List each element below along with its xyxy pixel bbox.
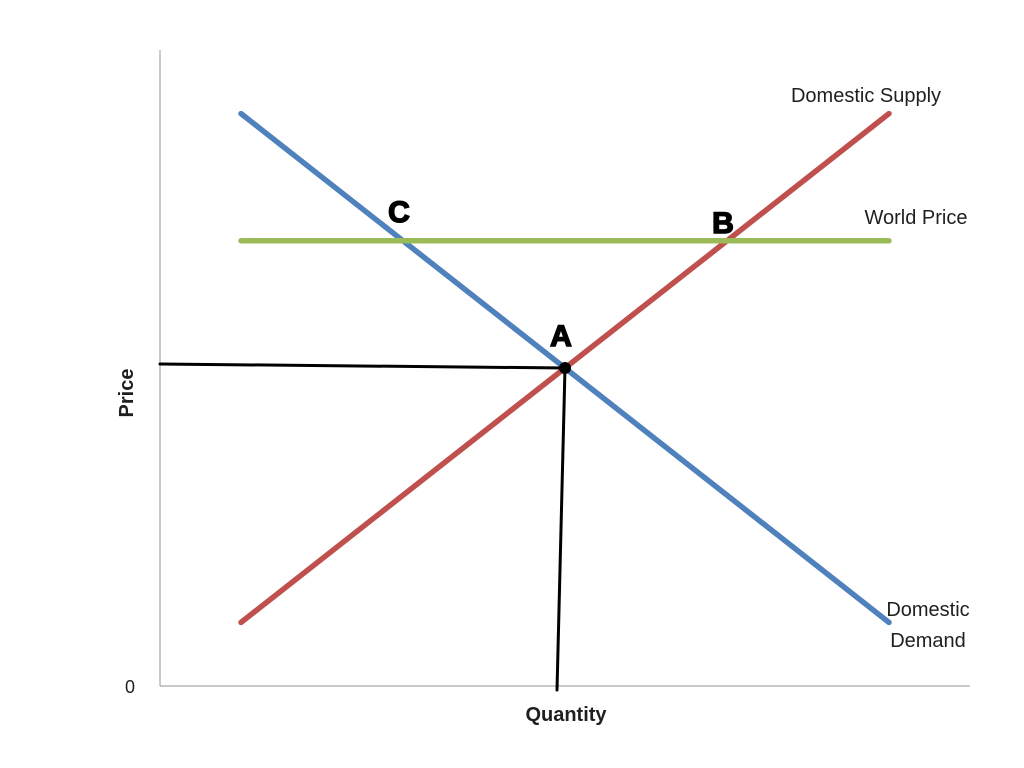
point-label-c: C xyxy=(388,196,410,229)
series-label-domestic-demand-line-1: Domestic xyxy=(886,599,969,621)
series-label-domestic-demand-line-2: Demand xyxy=(890,630,966,652)
equilibrium-quantity-guide xyxy=(555,366,567,692)
equilibrium-guides xyxy=(158,362,567,692)
x-axis-label: Quantity xyxy=(525,704,607,726)
point-label-b: B xyxy=(712,207,734,240)
y-axis-label: Price xyxy=(116,369,138,418)
series-label-world-price: World Price xyxy=(865,207,968,229)
points-group: A B C xyxy=(387,195,735,374)
point-marker-a xyxy=(559,362,571,374)
point-label-a: A xyxy=(550,320,572,353)
series-label-domestic-supply: Domestic Supply xyxy=(791,85,941,107)
equilibrium-price-guide xyxy=(158,362,567,370)
y-tick-label-0: 0 xyxy=(125,677,135,697)
series-label-domestic-demand: Domestic Demand xyxy=(886,599,969,652)
